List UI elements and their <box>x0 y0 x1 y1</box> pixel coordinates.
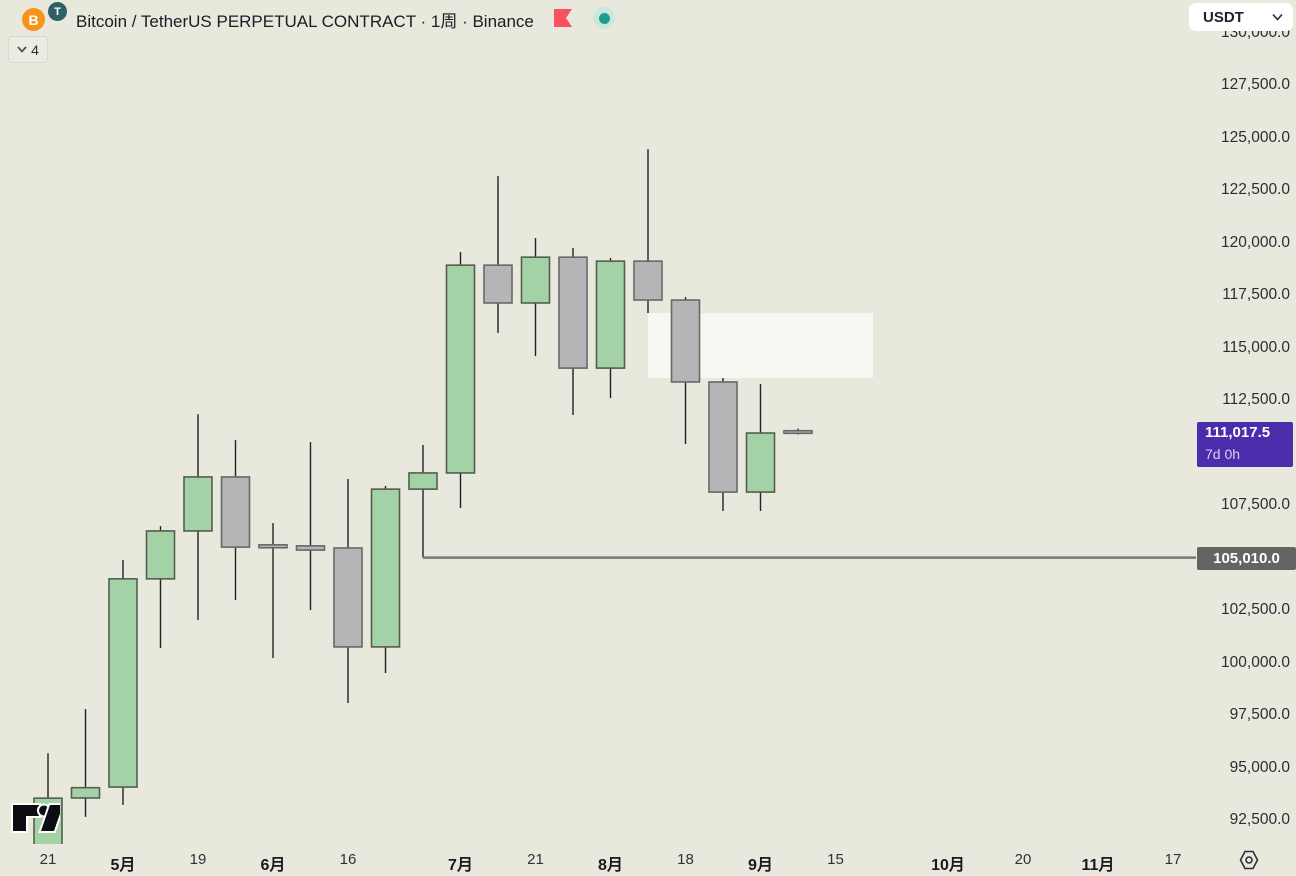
candle-week-11 <box>408 445 438 558</box>
time-axis-tick: 21 <box>527 851 544 868</box>
candle-week-15 <box>558 248 588 415</box>
candle-body <box>108 578 138 788</box>
chevron-down-icon <box>1272 13 1283 21</box>
indicators-collapsed-chip[interactable]: 4 <box>8 36 48 63</box>
candle-week-21 <box>783 428 813 435</box>
candle-body <box>708 381 738 493</box>
candle-week-9 <box>333 479 363 704</box>
price-axis-tick: 112,500.0 <box>1222 391 1290 409</box>
candle-body <box>633 260 663 301</box>
tether-coin-icon: T <box>48 2 67 21</box>
candle-body <box>333 547 363 648</box>
candle-week-7 <box>258 523 288 659</box>
indicators-count: 4 <box>31 41 39 58</box>
tradingview-logo-icon <box>11 803 60 833</box>
chart-plot-area[interactable] <box>0 0 1196 844</box>
chevron-down-icon <box>17 46 27 53</box>
price-axis-tick: 125,000.0 <box>1221 128 1290 146</box>
axis-settings-gear-icon[interactable] <box>1238 849 1260 876</box>
price-axis-tick: 117,500.0 <box>1222 286 1290 304</box>
time-axis-tick: 16 <box>339 851 357 868</box>
candle-week-14 <box>520 238 551 357</box>
candle-week-16 <box>595 258 626 399</box>
candle-body <box>783 429 813 435</box>
price-axis-tick: 102,500.0 <box>1221 601 1290 619</box>
candle-week-13 <box>483 176 513 334</box>
candle-body <box>745 432 776 493</box>
candle-body <box>145 530 176 580</box>
candle-body <box>70 786 101 799</box>
candle-body <box>520 256 551 304</box>
candle-body <box>220 476 251 548</box>
candle-week-2 <box>70 709 101 817</box>
price-axis-tick: 95,000.0 <box>1229 758 1290 776</box>
time-axis-tick: 9月 <box>748 857 773 874</box>
candle-body <box>483 264 513 304</box>
candle-week-17 <box>633 149 663 314</box>
price-axis-tick: 115,000.0 <box>1222 338 1290 356</box>
currency-unit-button[interactable]: USDT <box>1189 3 1293 31</box>
candle-week-19 <box>708 377 738 511</box>
price-axis-tick: 97,500.0 <box>1229 706 1290 724</box>
time-axis-tick: 18 <box>677 851 694 868</box>
time-axis-tick: 8月 <box>598 857 623 874</box>
candle-body <box>445 264 476 474</box>
candle-week-8 <box>295 442 326 610</box>
market-status-indicator[interactable] <box>593 7 615 29</box>
candle-week-3 <box>108 559 138 805</box>
price-axis-tick: 120,000.0 <box>1221 233 1290 251</box>
candle-week-4 <box>145 526 176 648</box>
candle-body <box>258 544 288 549</box>
time-axis-tick: 21 <box>39 851 57 868</box>
price-axis-tick: 122,500.0 <box>1221 181 1290 199</box>
hline-price-label: 105,010.0 <box>1197 546 1296 570</box>
hline-price-value: 105,010.0 <box>1213 549 1280 567</box>
time-axis-tick: 6月 <box>260 857 286 874</box>
candle-week-5 <box>183 414 213 621</box>
time-axis-tick: 19 <box>189 851 207 868</box>
candle-body <box>408 472 438 490</box>
candle-body <box>670 299 701 383</box>
bar-countdown: 7d 0h <box>1205 445 1241 462</box>
price-axis-tick: 107,500.0 <box>1221 496 1290 514</box>
time-axis-tick: 20 <box>1014 851 1032 868</box>
flag-icon-shape <box>554 9 572 27</box>
time-axis-tick: 15 <box>827 851 844 868</box>
symbol-title[interactable]: Bitcoin / TetherUS PERPETUAL CONTRACT · … <box>76 12 534 31</box>
candle-week-6 <box>220 440 251 601</box>
candlestick-chart <box>33 149 1196 844</box>
current-price-label: 111,017.5 7d 0h <box>1197 421 1293 467</box>
time-axis[interactable]: 21 5月 19 6月 16 7月 21 8月 18 9月 15 10月 20 11月 17 <box>0 844 1296 876</box>
price-axis-tick: 92,500.0 <box>1229 811 1290 829</box>
currency-unit-label: USDT <box>1203 8 1244 26</box>
time-axis-tick: 17 <box>1164 851 1182 868</box>
tradingview-logo[interactable] <box>8 796 60 840</box>
current-price-value: 111,017.5 <box>1205 423 1271 441</box>
flag-icon[interactable] <box>553 8 573 28</box>
price-axis-tick: 127,500.0 <box>1221 76 1290 94</box>
time-axis-tick: 11月 <box>1081 857 1115 874</box>
candle-body <box>558 256 588 369</box>
price-axis-tick: 100,000.0 <box>1221 653 1290 671</box>
candle-body <box>295 545 326 551</box>
candle-week-10 <box>370 485 401 673</box>
time-axis-tick: 10月 <box>931 857 965 874</box>
time-axis-tick: 5月 <box>110 857 136 874</box>
market-status-dot-icon <box>598 12 610 24</box>
bitcoin-coin-icon: B <box>22 8 45 31</box>
candle-body <box>370 488 401 648</box>
candle-week-18 <box>670 297 701 444</box>
candle-body <box>183 476 213 532</box>
candle-week-12 <box>445 252 476 509</box>
time-axis-tick: 7月 <box>448 857 473 874</box>
candle-week-20 <box>745 384 776 511</box>
price-axis[interactable]: 130,000.0 127,500.0 125,000.0 122,500.0 120,… <box>1196 0 1296 844</box>
candle-body <box>595 260 626 369</box>
